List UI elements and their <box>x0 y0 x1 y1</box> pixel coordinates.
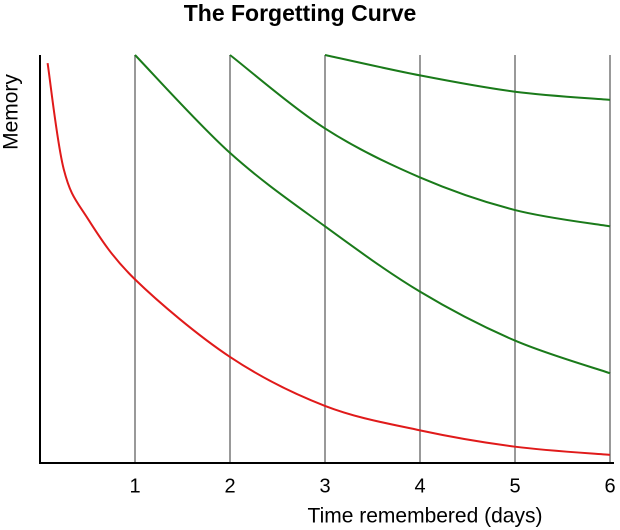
x-tick-label: 3 <box>319 475 330 497</box>
x-tick-label: 2 <box>224 475 235 497</box>
x-tick-label: 1 <box>129 475 140 497</box>
line-series <box>229 54 611 228</box>
x-tick-label: 5 <box>509 475 520 497</box>
line-series <box>134 54 611 375</box>
x-tick-label: 6 <box>604 475 615 497</box>
y-axis-label: Memory <box>0 74 23 150</box>
x-axis-label: Time remembered (days) <box>308 505 543 528</box>
x-tick-label: 4 <box>414 475 425 497</box>
chart-title: The Forgetting Curve <box>184 0 417 26</box>
line-series <box>324 54 611 101</box>
line-series <box>46 63 611 456</box>
